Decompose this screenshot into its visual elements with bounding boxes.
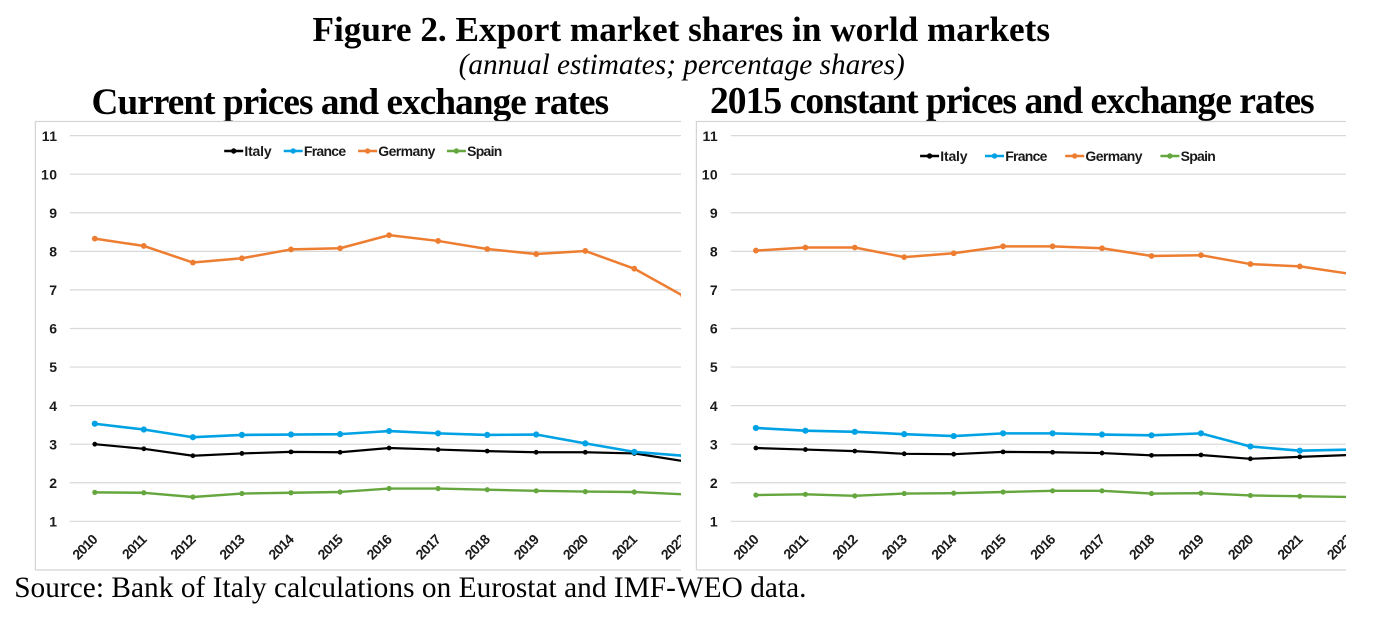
- svg-text:2012: 2012: [829, 531, 861, 563]
- svg-text:8: 8: [710, 244, 718, 260]
- svg-text:4: 4: [710, 398, 718, 414]
- svg-text:2020: 2020: [1225, 531, 1257, 563]
- svg-text:1: 1: [710, 514, 718, 530]
- svg-text:Italy: Italy: [940, 148, 967, 164]
- svg-text:Spain: Spain: [467, 143, 502, 159]
- svg-text:Italy: Italy: [244, 143, 271, 159]
- svg-text:1: 1: [49, 514, 57, 530]
- svg-text:10: 10: [41, 166, 57, 182]
- svg-text:Germany: Germany: [378, 143, 435, 159]
- svg-text:2012: 2012: [167, 531, 199, 563]
- svg-text:2021: 2021: [1274, 531, 1306, 563]
- svg-text:2017: 2017: [1076, 531, 1108, 563]
- svg-text:France: France: [304, 143, 346, 159]
- svg-text:2: 2: [710, 475, 718, 491]
- svg-text:3: 3: [710, 436, 718, 452]
- svg-text:2017: 2017: [412, 531, 444, 563]
- svg-text:2019: 2019: [1175, 531, 1207, 563]
- svg-text:2021: 2021: [608, 531, 640, 563]
- svg-text:6: 6: [710, 321, 718, 337]
- svg-text:3: 3: [49, 436, 57, 452]
- svg-text:2022: 2022: [1323, 531, 1355, 563]
- svg-text:11: 11: [702, 128, 718, 144]
- svg-text:5: 5: [710, 359, 718, 375]
- svg-text:2013: 2013: [878, 531, 910, 563]
- svg-text:7: 7: [49, 282, 57, 298]
- svg-text:2015: 2015: [314, 531, 346, 563]
- svg-text:2015: 2015: [977, 531, 1009, 563]
- svg-text:France: France: [1005, 148, 1047, 164]
- svg-text:9: 9: [710, 205, 718, 221]
- svg-text:2020: 2020: [559, 531, 591, 563]
- svg-text:2: 2: [49, 475, 57, 491]
- svg-text:6: 6: [49, 321, 57, 337]
- svg-text:2019: 2019: [510, 531, 542, 563]
- svg-text:2013: 2013: [216, 531, 248, 563]
- svg-text:Germany: Germany: [1085, 148, 1142, 164]
- svg-text:2011: 2011: [780, 531, 811, 562]
- svg-text:2010: 2010: [730, 531, 762, 563]
- svg-text:2018: 2018: [1126, 531, 1158, 563]
- svg-text:2014: 2014: [265, 531, 297, 563]
- svg-text:Spain: Spain: [1181, 148, 1216, 164]
- svg-text:2014: 2014: [928, 531, 960, 563]
- svg-text:9: 9: [49, 205, 57, 221]
- svg-text:11: 11: [42, 128, 58, 144]
- svg-text:2016: 2016: [363, 531, 395, 563]
- svg-text:2018: 2018: [461, 531, 493, 563]
- svg-text:5: 5: [49, 359, 57, 375]
- svg-text:2022: 2022: [658, 531, 690, 563]
- svg-text:8: 8: [49, 244, 57, 260]
- svg-text:2016: 2016: [1027, 531, 1059, 563]
- svg-text:10: 10: [702, 166, 718, 182]
- svg-text:7: 7: [710, 282, 718, 298]
- svg-text:4: 4: [49, 398, 57, 414]
- svg-text:2011: 2011: [119, 531, 150, 562]
- svg-text:2010: 2010: [69, 531, 101, 563]
